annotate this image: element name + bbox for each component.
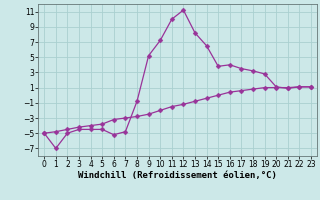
X-axis label: Windchill (Refroidissement éolien,°C): Windchill (Refroidissement éolien,°C) [78, 171, 277, 180]
